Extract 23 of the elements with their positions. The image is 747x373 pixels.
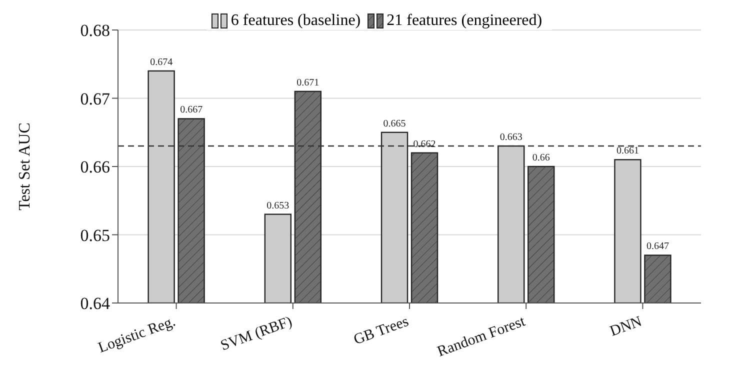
data-label: 0.653 (266, 200, 290, 212)
y-tick-label: 0.65 (80, 226, 110, 245)
data-label: 0.66 (532, 152, 550, 164)
y-axis-title: Test Set AUC (16, 122, 34, 210)
data-label: 0.663 (500, 132, 522, 144)
x-tick-label: Logistic Reg. (96, 314, 178, 356)
x-tick-label: Random Forest (435, 313, 528, 360)
data-label: 0.647 (646, 241, 669, 252)
x-tick-label: GB Trees (352, 314, 412, 348)
y-tick-label: 0.68 (80, 21, 110, 40)
data-label: 0.667 (180, 104, 203, 116)
x-tick-label: DNN (608, 314, 644, 340)
y-tick-label: 0.67 (80, 89, 110, 108)
x-tick-label: SVM (RBF) (218, 314, 294, 354)
data-label: 0.662 (413, 138, 436, 150)
data-label: 0.665 (383, 118, 406, 130)
legend-label: 6 features (baseline) (230, 12, 361, 30)
y-tick-label: 0.64 (80, 294, 110, 314)
y-tick-label: 0.66 (80, 158, 110, 177)
legend-label: 21 features (engineered) (386, 12, 542, 30)
data-label: 0.661 (616, 146, 639, 157)
data-label: 0.674 (150, 56, 173, 68)
data-label: 0.671 (296, 77, 320, 88)
